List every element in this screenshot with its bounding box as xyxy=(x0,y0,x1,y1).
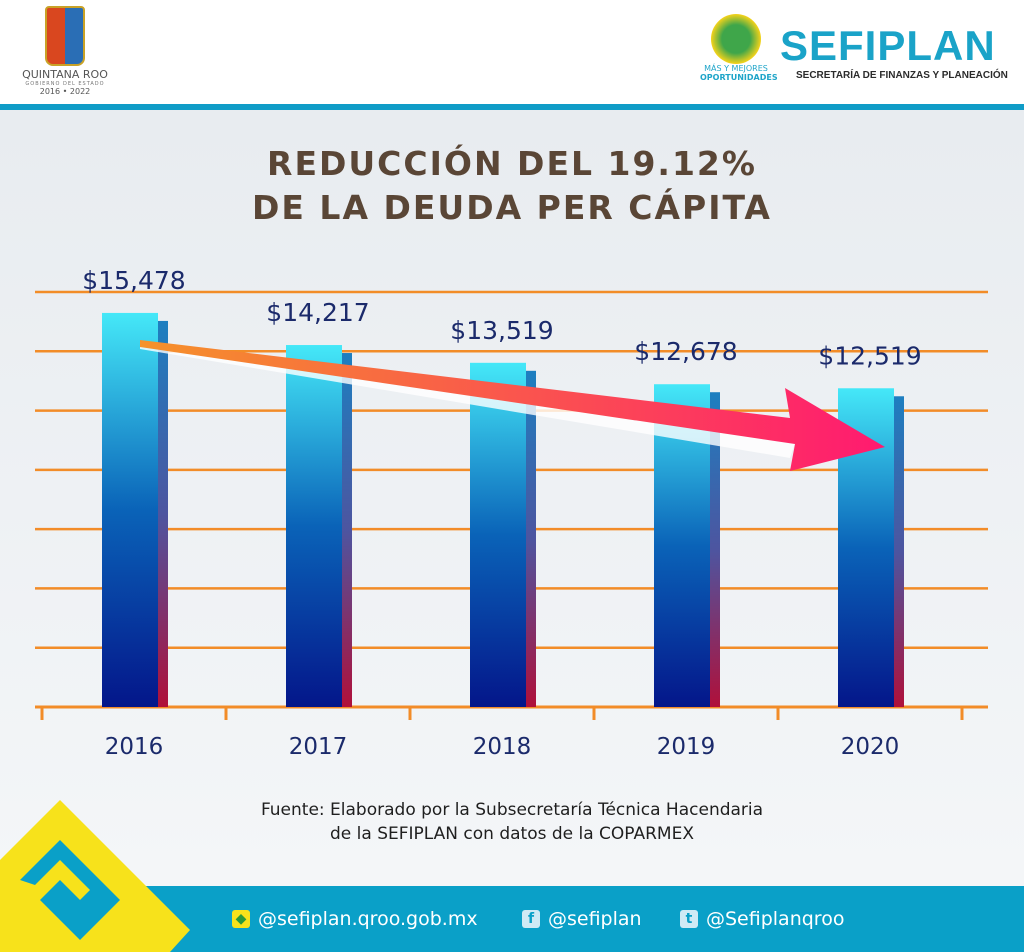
decorative-pattern-icon xyxy=(0,800,190,952)
bar-2016 xyxy=(102,312,158,707)
source-line-1: Fuente: Elaborado por la Subsecretaría T… xyxy=(260,800,764,820)
twitter-link[interactable]: t @Sefiplanqroo xyxy=(680,908,844,930)
slogan-1: MÁS Y MEJORES xyxy=(704,64,768,73)
logo-years: 2016 • 2022 xyxy=(39,87,91,96)
slogan-2: OPORTUNIDADES xyxy=(700,73,778,82)
header-divider xyxy=(0,104,1024,110)
twitter-icon: t xyxy=(680,910,698,928)
bar-side-2017 xyxy=(340,353,352,707)
header: QUINTANA ROO GOBIERNO DEL ESTADO 2016 • … xyxy=(0,0,1024,104)
facebook-link[interactable]: f @sefiplan xyxy=(522,908,642,930)
data-label: $13,519 xyxy=(450,316,553,345)
facebook-icon: f xyxy=(522,910,540,928)
bar-2018 xyxy=(470,362,526,707)
title-line-1: REDUCCIÓN DEL 19.12% xyxy=(267,144,757,183)
tree-icon xyxy=(711,14,761,64)
bar-side-2016 xyxy=(156,320,168,707)
coat-of-arms-icon xyxy=(45,6,85,66)
source-line-2: de la SEFIPLAN con datos de la COPARMEX xyxy=(330,824,694,844)
tree-logo: MÁS Y MEJORES OPORTUNIDADES xyxy=(700,14,778,82)
trend-arrow xyxy=(140,340,885,471)
twitter-text: @Sefiplanqroo xyxy=(706,908,845,930)
web-link[interactable]: ◆ @sefiplan.qroo.gob.mx xyxy=(232,908,478,930)
bar-side-2019 xyxy=(708,392,720,707)
sefiplan-subtitle: SECRETARÍA DE FINANZAS Y PLANEACIÓN xyxy=(796,70,1008,81)
x-tick-label: 2018 xyxy=(473,734,532,760)
logo-subtitle: GOBIERNO DEL ESTADO xyxy=(25,81,105,87)
logo-name: QUINTANA ROO xyxy=(22,68,108,81)
source-note: Fuente: Elaborado por la Subsecretaría T… xyxy=(0,798,1024,846)
facebook-text: @sefiplan xyxy=(548,908,642,930)
web-logo-icon: ◆ xyxy=(232,910,250,928)
data-label: $12,519 xyxy=(818,341,921,370)
bar-side-2018 xyxy=(524,370,536,707)
data-label: $12,678 xyxy=(634,337,737,366)
bar-side-2020 xyxy=(892,396,904,707)
bar-2017 xyxy=(286,345,342,707)
chart-title: REDUCCIÓN DEL 19.12% DE LA DEUDA PER CÁP… xyxy=(0,142,1024,230)
data-label: $15,478 xyxy=(82,266,185,295)
x-tick-label: 2020 xyxy=(841,734,900,760)
web-text: @sefiplan.qroo.gob.mx xyxy=(258,908,478,930)
sefiplan-brand: SEFIPLAN xyxy=(780,22,996,69)
arrow-shape xyxy=(140,340,885,471)
x-tick-label: 2019 xyxy=(657,734,716,760)
title-line-2: DE LA DEUDA PER CÁPITA xyxy=(252,188,772,227)
x-tick-label: 2016 xyxy=(105,734,164,760)
data-label: $14,217 xyxy=(266,298,369,327)
quintana-roo-logo: QUINTANA ROO GOBIERNO DEL ESTADO 2016 • … xyxy=(20,6,110,96)
x-tick-label: 2017 xyxy=(289,734,348,760)
